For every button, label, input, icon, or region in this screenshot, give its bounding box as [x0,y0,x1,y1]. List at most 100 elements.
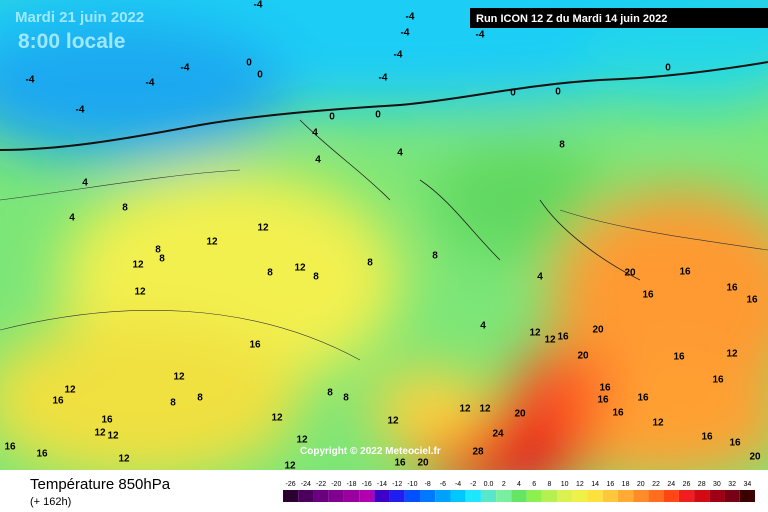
contour-label: 12 [652,418,664,429]
contour-label: 16 [673,352,685,363]
contour-label: 8 [170,398,176,409]
contour-label: 16 [637,393,649,404]
scale-swatch [496,490,512,502]
contour-label: -4 [401,28,410,39]
contour-label: 8 [267,268,273,279]
contour-label: -4 [394,50,403,61]
contour-label: 12 [387,416,399,427]
scale-swatch [572,490,588,502]
contour-label: -4 [476,30,485,41]
contour-label: 16 [101,415,113,426]
scale-swatch [587,490,603,502]
contour-label: 16 [679,267,691,278]
contour-label: 8 [559,140,565,151]
scale-label: 8 [547,481,551,488]
scale-swatch [343,490,360,502]
scale-label: 22 [652,481,660,488]
scale-swatch [283,490,299,502]
scale-swatch [374,490,390,502]
scale-label: 16 [606,481,614,488]
scale-swatch [602,490,618,502]
scale-label: -26 [286,481,296,488]
scale-label: -16 [362,481,372,488]
contour-label: 8 [159,254,165,265]
scale-label: -2 [470,481,476,488]
scale-swatch [389,490,405,502]
contour-label: 8 [343,393,349,404]
contour-label: 16 [4,442,16,453]
contour-label: 0 [257,70,263,81]
scale-swatch [328,490,344,502]
contour-label: -4 [26,75,35,86]
scale-swatch [511,490,527,502]
contour-label: 8 [155,245,161,256]
contour-label: 0 [665,63,671,74]
contour-label: 8 [197,393,203,404]
scale-swatch [298,490,314,502]
title-time: 8:00 locale [18,30,125,53]
scale-swatch [633,490,649,502]
contour-label: 8 [367,258,373,269]
contour-label: 4 [312,128,318,139]
contour-label: 24 [492,429,504,440]
scale-label: 0.0 [484,481,494,488]
contour-label: 20 [749,452,761,463]
scale-swatch [663,490,679,502]
scale-label: 14 [591,481,599,488]
scale-label: -20 [331,481,341,488]
scale-swatch [694,490,710,502]
contour-label: 4 [315,155,321,166]
scale-swatch [739,490,755,502]
contour-label: 16 [52,396,64,407]
contour-label: 0 [246,58,252,69]
contour-label: 16 [612,408,624,419]
scale-label: 32 [728,481,736,488]
contour-label: 12 [132,260,144,271]
scale-label: 26 [683,481,691,488]
contour-label: 16 [36,449,48,460]
scale-label: -12 [392,481,402,488]
scale-swatch [480,490,497,502]
contour-label: 12 [94,428,106,439]
scale-label: 18 [622,481,630,488]
contour-label: 16 [642,290,654,301]
scale-swatch [617,490,634,502]
scale-swatch [435,490,451,502]
contour-label: 16 [701,432,713,443]
scale-label: 24 [667,481,675,488]
contour-label: 0 [510,88,516,99]
contour-label: 28 [472,447,484,458]
contour-label: 16 [557,332,569,343]
contour-label: 16 [249,340,261,351]
scale-swatch [541,490,558,502]
scale-label: -22 [316,481,326,488]
contour-label: 12 [271,413,283,424]
contour-label: 12 [64,385,76,396]
scale-swatch [404,490,421,502]
contour-label: 8 [327,388,333,399]
contour-label: 12 [107,431,119,442]
contour-label: 12 [134,287,146,298]
map-field [0,0,768,470]
contour-label: 4 [69,213,75,224]
variable-name: Température 850hPa [30,476,171,493]
contour-label: -4 [76,105,85,116]
scale-label: 34 [743,481,751,488]
scale-swatch [709,490,725,502]
contour-label: -4 [379,73,388,84]
contour-label: 16 [746,295,758,306]
scale-swatch [648,490,664,502]
contour-label: 12 [726,349,738,360]
lead-time: (+ 162h) [30,496,71,508]
contour-label: 4 [397,148,403,159]
contour-label: 12 [459,404,471,415]
scale-label: -10 [407,481,417,488]
contour-label: 12 [544,335,556,346]
run-info: Run ICON 12 Z du Mardi 14 juin 2022 [476,13,667,25]
contour-label: -4 [146,78,155,89]
contour-label: 12 [257,223,269,234]
scale-label: 6 [532,481,536,488]
scale-swatch [678,490,695,502]
scale-label: -24 [301,481,311,488]
